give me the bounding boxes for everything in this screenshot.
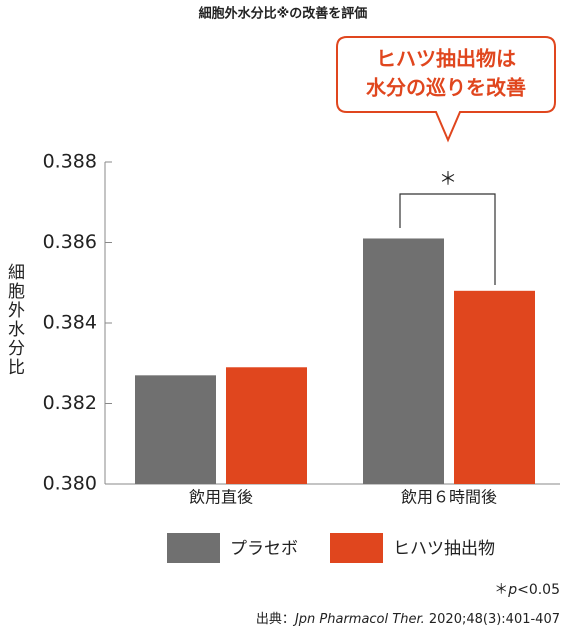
- source-label: 出典：: [256, 612, 295, 627]
- footnote-mark: ＊: [494, 582, 508, 598]
- footnote-rest: <0.05: [517, 582, 560, 598]
- source-citation: 2020;48(3):401-407: [429, 612, 560, 627]
- y-tick-label: 0.388: [43, 151, 97, 173]
- callout-line: ヒハツ抽出物は: [376, 47, 516, 71]
- footnote-p: p: [507, 582, 517, 598]
- y-tick-label: 0.380: [43, 473, 97, 495]
- legend-label: プラセボ: [230, 539, 298, 559]
- source-journal: Jpn Pharmacol Ther.: [292, 612, 425, 627]
- legend-swatch: [330, 533, 383, 563]
- chart-title: 細胞外水分比※の改善を評価: [199, 6, 368, 22]
- significance-mark: ＊: [439, 169, 457, 190]
- bar: [135, 375, 216, 484]
- callout-box: [336, 36, 556, 143]
- bar: [454, 290, 535, 484]
- bar: [226, 367, 307, 484]
- callout-line: 水分の巡りを改善: [366, 76, 526, 100]
- legend-swatch: [167, 533, 220, 563]
- y-axis-label: 細胞外水分比: [4, 263, 25, 377]
- y-tick-label: 0.386: [43, 231, 97, 253]
- callout: ヒハツ抽出物は 水分の巡りを改善: [336, 36, 556, 143]
- x-tick-label: 飲用６時間後: [401, 488, 497, 507]
- x-tick-label: 飲用直後: [189, 488, 253, 507]
- source: 出典：Jpn Pharmacol Ther. 2020;48(3):401-40…: [256, 612, 560, 627]
- footnote: ＊p<0.05: [494, 582, 560, 598]
- y-tick-label: 0.382: [43, 392, 97, 414]
- y-tick-label: 0.384: [43, 312, 97, 334]
- bar: [363, 238, 444, 484]
- significance-bracket: [399, 193, 496, 285]
- legend-label: ヒハツ抽出物: [393, 539, 495, 559]
